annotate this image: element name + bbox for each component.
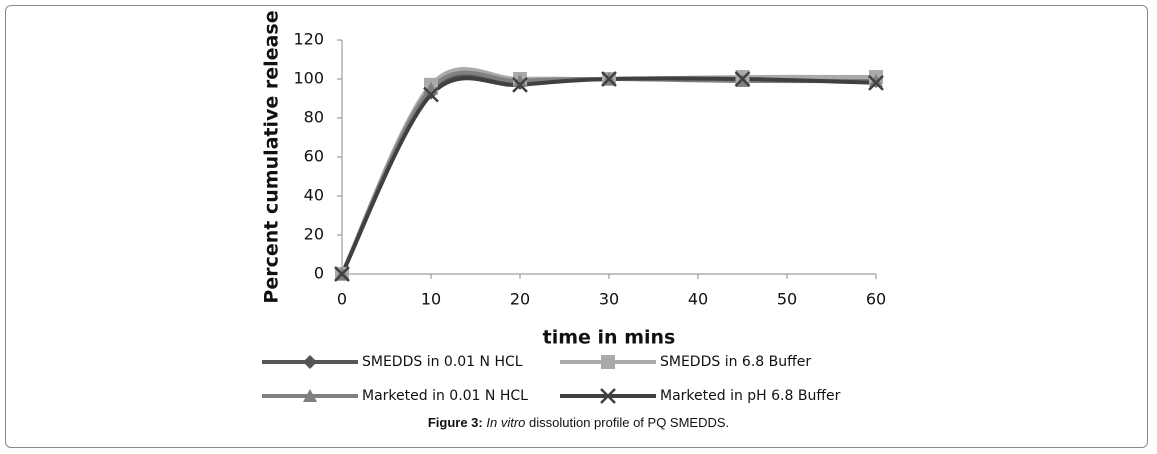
legend-marker — [303, 389, 317, 402]
x-tick-label: 30 — [599, 290, 619, 309]
y-tick-label: 20 — [304, 225, 324, 244]
x-tick-label: 10 — [421, 290, 441, 309]
y-axis-title: Percent cumulative release — [261, 10, 283, 303]
data-point — [512, 76, 528, 93]
data-point — [868, 75, 884, 91]
y-tick-label: 120 — [293, 30, 324, 49]
x-tick-label: 50 — [777, 290, 797, 309]
data-point — [601, 71, 617, 87]
legend-marker — [303, 355, 317, 369]
legend-marker — [600, 388, 616, 404]
caption-label: Figure 3: — [427, 415, 483, 430]
legend-marker — [601, 355, 615, 369]
x-tick-label: 0 — [337, 290, 347, 309]
data-point — [334, 266, 350, 282]
y-tick-label: 100 — [293, 69, 324, 88]
y-tick-label: 40 — [304, 186, 324, 205]
legend-label: Marketed in pH 6.8 Buffer — [660, 388, 841, 404]
series-line — [340, 76, 877, 275]
x-axis-title: time in mins — [543, 327, 676, 349]
x-tick-label: 60 — [866, 290, 886, 309]
y-tick-label: 60 — [304, 147, 324, 166]
y-tick-label: 0 — [314, 264, 324, 283]
legend-label: Marketed in 0.01 N HCL — [362, 388, 528, 404]
caption: Figure 3: In vitro dissolution profile o… — [0, 415, 1157, 430]
data-point — [423, 86, 439, 103]
x-tick-label: 40 — [688, 290, 708, 309]
y-tick-label: 80 — [304, 108, 324, 127]
legend-label: SMEDDS in 6.8 Buffer — [660, 354, 811, 370]
x-tick-label: 20 — [510, 290, 530, 309]
data-point — [869, 73, 883, 87]
data-point — [734, 71, 751, 87]
caption-text: dissolution profile of PQ SMEDDS. — [529, 415, 730, 430]
figure-frame — [5, 5, 1148, 448]
data-point — [513, 73, 527, 87]
caption-italic: In vitro — [486, 415, 526, 430]
legend-label: SMEDDS in 0.01 N HCL — [362, 354, 523, 370]
